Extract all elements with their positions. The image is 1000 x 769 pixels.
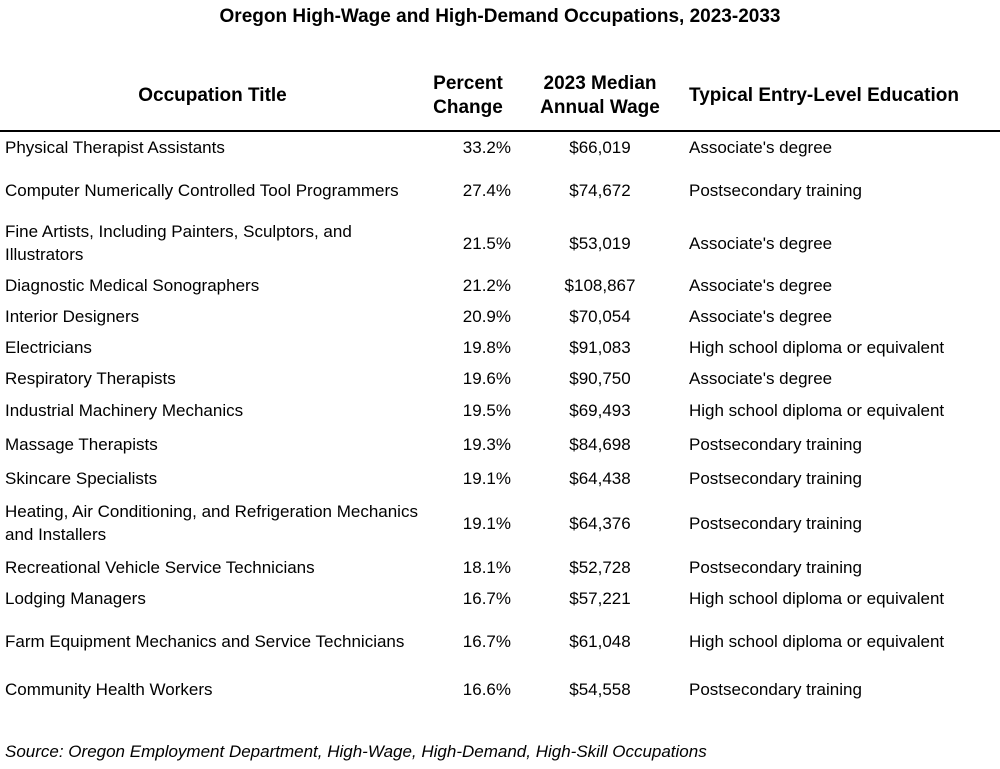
education-cell: High school diploma or equivalent xyxy=(689,338,945,357)
header-row: Occupation Title Percent Change 2023 Medi… xyxy=(0,62,1000,132)
percent-change-cell: 21.2% xyxy=(462,275,511,295)
percent-change-cell: 19.6% xyxy=(462,369,511,388)
percent-change-cell: 27.4% xyxy=(462,180,511,200)
table-row: Computer Numerically Controlled Tool Pro… xyxy=(0,163,1000,217)
occupation-cell: Skincare Specialists xyxy=(5,468,158,488)
header-median-wage: 2023 Median Annual Wage xyxy=(511,62,689,132)
percent-change-cell: 18.1% xyxy=(462,557,511,577)
header-percent-line2: Change xyxy=(433,97,503,118)
median-wage-cell: $91,083 xyxy=(569,338,631,357)
table-row: Massage Therapists 19.3% $84,698 Postsecond… xyxy=(0,427,1000,461)
percent-change-cell: 16.7% xyxy=(462,588,511,608)
table-body: Physical Therapist Assistants 33.2% $66,01… xyxy=(0,131,1000,709)
source-note: Source: Oregon Employment Department, Hi… xyxy=(5,742,707,761)
table-row: Respiratory Therapists 19.6% $90,750 Associ… xyxy=(0,363,1000,394)
occupation-cell: Fine Artists, Including Painters, Sculpt… xyxy=(5,222,352,264)
education-cell: Associate's degree xyxy=(689,233,833,253)
table-title: Oregon High-Wage and High-Demand Occupat… xyxy=(219,6,781,27)
table-row: Diagnostic Medical Sonographers 21.2% $108… xyxy=(0,269,1000,301)
median-wage-cell: $57,221 xyxy=(569,588,631,608)
header-education: Typical Entry-Level Education xyxy=(689,62,1000,132)
education-cell: Postsecondary training xyxy=(689,679,862,699)
median-wage-cell: $61,048 xyxy=(569,631,631,651)
table-row: Heating, Air Conditioning, and Refrigera… xyxy=(0,495,1000,551)
median-wage-cell: $52,728 xyxy=(569,557,631,577)
median-wage-cell: $70,054 xyxy=(569,307,631,326)
median-wage-cell: $108,867 xyxy=(564,275,636,295)
table-row: Lodging Managers 16.7% $57,221 High school … xyxy=(0,583,1000,613)
header-wage-line2: Annual Wage xyxy=(540,97,660,118)
education-cell: High school diploma or equivalent xyxy=(689,631,945,651)
percent-change-cell: 21.5% xyxy=(462,233,511,253)
occupation-cell: Physical Therapist Assistants xyxy=(5,138,225,157)
median-wage-cell: $64,438 xyxy=(569,468,631,488)
occupation-cell: Computer Numerically Controlled Tool Pro… xyxy=(5,180,399,200)
median-wage-cell: $69,493 xyxy=(569,401,631,420)
table-row: Fine Artists, Including Painters, Sculpt… xyxy=(0,217,1000,269)
occupation-cell: Recreational Vehicle Service Technicians xyxy=(5,557,315,577)
median-wage-cell: $54,558 xyxy=(569,679,631,699)
occupation-cell: Community Health Workers xyxy=(5,679,213,699)
percent-change-cell: 33.2% xyxy=(462,138,511,157)
header-percent-line1: Percent xyxy=(433,73,503,94)
percent-change-cell: 16.6% xyxy=(462,679,511,699)
education-cell: Postsecondary training xyxy=(689,468,862,488)
percent-change-cell: 19.1% xyxy=(462,468,511,488)
median-wage-cell: $66,019 xyxy=(569,138,631,157)
median-wage-cell: $90,750 xyxy=(569,369,631,388)
occupation-cell: Farm Equipment Mechanics and Service Tec… xyxy=(5,631,405,651)
table-row: Skincare Specialists 19.1% $64,438 Postseco… xyxy=(0,461,1000,495)
percent-change-cell: 19.8% xyxy=(462,338,511,357)
occupation-cell: Heating, Air Conditioning, and Refrigera… xyxy=(5,502,418,544)
education-cell: Associate's degree xyxy=(689,138,833,157)
table-row: Physical Therapist Assistants 33.2% $66,01… xyxy=(0,131,1000,163)
occupations-table: Occupation Title Percent Change 2023 Medi… xyxy=(0,62,1000,709)
education-cell: High school diploma or equivalent xyxy=(689,401,945,420)
occupation-cell: Diagnostic Medical Sonographers xyxy=(5,275,260,295)
table-row: Electricians 19.8% $91,083 High school dipl… xyxy=(0,332,1000,363)
education-cell: High school diploma or equivalent xyxy=(689,588,945,608)
header-percent-change: Percent Change xyxy=(425,62,511,132)
education-cell: Associate's degree xyxy=(689,369,833,388)
median-wage-cell: $84,698 xyxy=(569,434,631,454)
occupation-cell: Electricians xyxy=(5,338,92,357)
table-row: Industrial Machinery Mechanics 19.5% $69,4… xyxy=(0,394,1000,427)
occupation-cell: Respiratory Therapists xyxy=(5,369,176,388)
header-occupation: Occupation Title xyxy=(0,62,425,132)
median-wage-cell: $53,019 xyxy=(569,233,631,253)
education-cell: Postsecondary training xyxy=(689,557,862,577)
median-wage-cell: $74,672 xyxy=(569,180,631,200)
occupation-cell: Interior Designers xyxy=(5,307,140,326)
median-wage-cell: $64,376 xyxy=(569,513,631,533)
education-cell: Postsecondary training xyxy=(689,434,862,454)
occupation-cell: Industrial Machinery Mechanics xyxy=(5,401,244,420)
occupation-cell: Massage Therapists xyxy=(5,434,158,454)
education-cell: Associate's degree xyxy=(689,307,833,326)
percent-change-cell: 20.9% xyxy=(462,307,511,326)
percent-change-cell: 19.3% xyxy=(462,434,511,454)
occupation-cell: Lodging Managers xyxy=(5,588,146,608)
education-cell: Postsecondary training xyxy=(689,513,862,533)
table-row: Interior Designers 20.9% $70,054 Associate'… xyxy=(0,301,1000,332)
education-cell: Postsecondary training xyxy=(689,180,862,200)
table-row: Recreational Vehicle Service Technicians… xyxy=(0,551,1000,583)
header-wage-line1: 2023 Median xyxy=(543,73,657,94)
percent-change-cell: 19.1% xyxy=(462,513,511,533)
education-cell: Associate's degree xyxy=(689,275,833,295)
table-row: Community Health Workers 16.6% $54,558 Post… xyxy=(0,669,1000,709)
percent-change-cell: 16.7% xyxy=(462,631,511,651)
percent-change-cell: 19.5% xyxy=(462,401,511,420)
table-row: Farm Equipment Mechanics and Service Tec… xyxy=(0,613,1000,669)
